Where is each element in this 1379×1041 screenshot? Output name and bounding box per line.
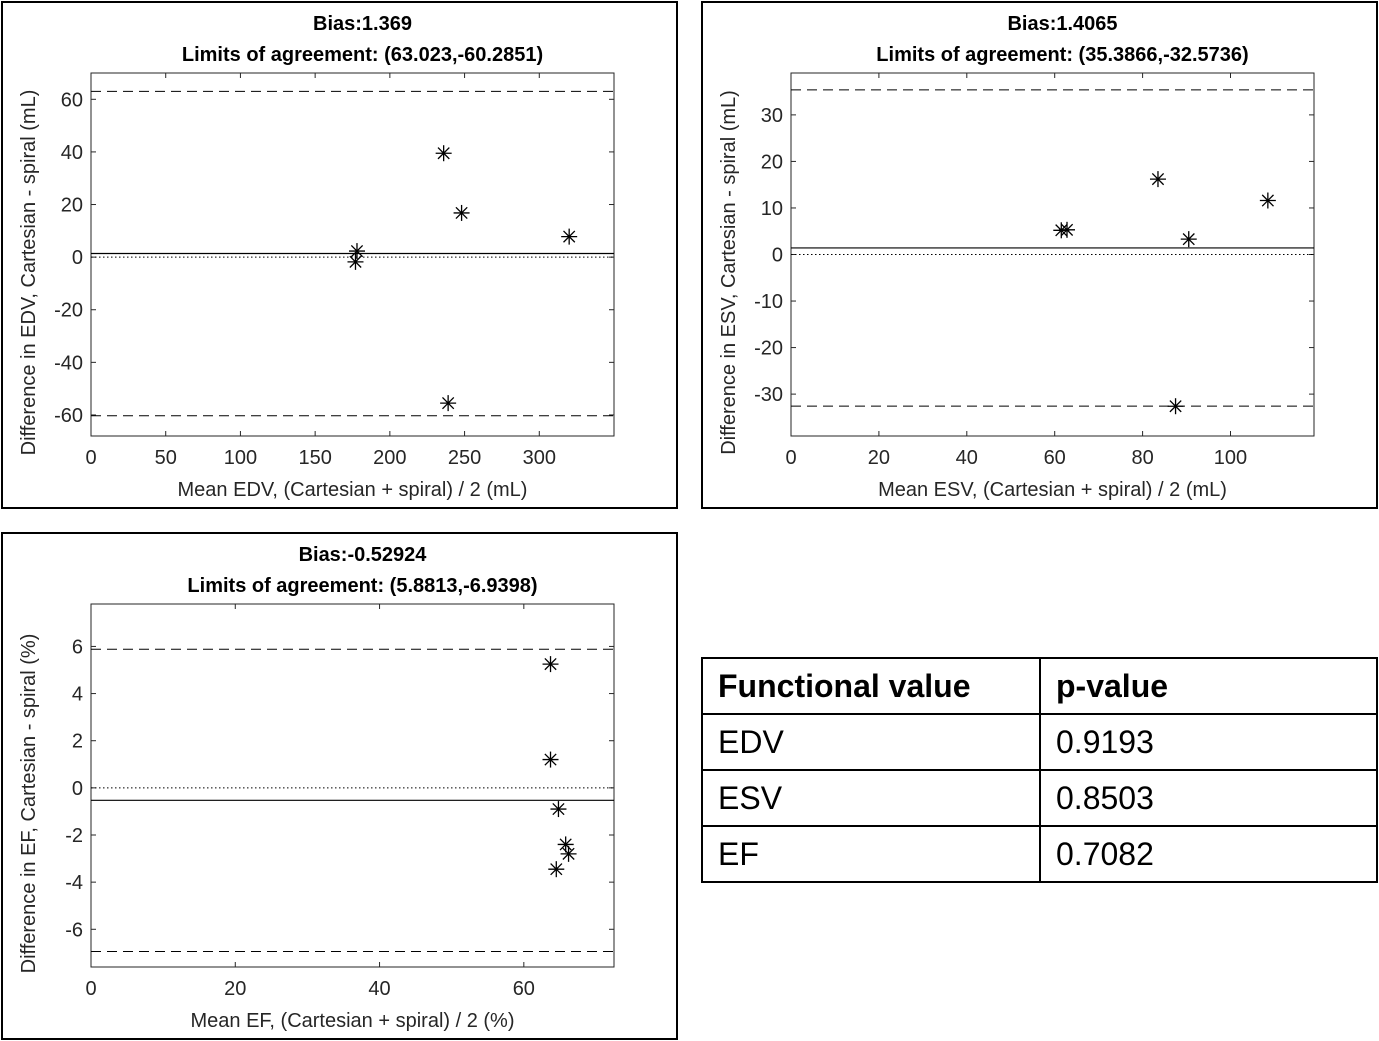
chart-title: Bias:1.4065	[1007, 13, 1117, 35]
chart-subtitle: Limits of agreement: (35.3866,-32.5736)	[876, 44, 1248, 66]
data-point	[453, 204, 470, 221]
table-header-cell: Functional value	[701, 657, 1041, 715]
x-axis-label: Mean ESV, (Cartesian + spiral) / 2 (mL)	[878, 479, 1227, 501]
data-point	[561, 228, 578, 245]
chart-title: Bias:1.369	[313, 13, 412, 35]
y-axis-label: Difference in EDV, Cartesian - spiral (m…	[18, 90, 40, 456]
data-point	[542, 751, 559, 768]
x-tick-label: 250	[448, 447, 481, 469]
data-point	[1180, 231, 1197, 248]
y-tick-label: 20	[761, 151, 783, 173]
y-tick-label: -2	[65, 825, 83, 847]
x-tick-label: 20	[224, 978, 246, 1000]
data-point	[440, 395, 457, 412]
y-tick-label: 2	[72, 731, 83, 753]
y-tick-label: -4	[65, 872, 83, 894]
y-tick-label: -20	[754, 338, 783, 360]
y-tick-label: -40	[54, 352, 83, 374]
y-tick-label: -20	[54, 300, 83, 322]
y-tick-label: 20	[61, 195, 83, 217]
data-point	[435, 145, 452, 162]
table-cell: 0.8503	[1039, 769, 1378, 827]
data-point	[1059, 221, 1076, 238]
data-point	[557, 836, 574, 853]
data-point	[560, 845, 577, 862]
p-value-table: Functional value p-value EDV 0.9193 ESV …	[701, 657, 1378, 883]
y-tick-label: 0	[72, 247, 83, 269]
x-tick-label: 50	[155, 447, 177, 469]
x-axis-label: Mean EF, (Cartesian + spiral) / 2 (%)	[191, 1010, 515, 1032]
y-axis-label: Difference in EF, Cartesian - spiral (%)	[18, 634, 40, 974]
x-tick-label: 200	[373, 447, 406, 469]
x-tick-label: 40	[368, 978, 390, 1000]
esv-bland-altman-plot: Bias:1.4065 Limits of agreement: (35.3866…	[718, 13, 1315, 501]
chart-subtitle: Limits of agreement: (5.8813,-6.9398)	[187, 575, 537, 597]
x-tick-label: 80	[1131, 447, 1153, 469]
y-tick-label: 6	[72, 636, 83, 658]
edv-bland-altman-plot: Bias:1.369 Limits of agreement: (63.023,-…	[18, 13, 615, 501]
data-point	[348, 243, 365, 260]
edv-bland-altman-panel: Bias:1.369 Limits of agreement: (63.023,-…	[1, 1, 678, 509]
y-tick-label: 0	[72, 778, 83, 800]
y-tick-label: 30	[761, 105, 783, 127]
table-header-row: Functional value p-value	[701, 657, 1378, 715]
table-cell: EF	[701, 825, 1041, 883]
table-cell: EDV	[701, 713, 1041, 771]
x-tick-label: 0	[85, 978, 96, 1000]
x-tick-label: 300	[523, 447, 556, 469]
y-tick-label: 10	[761, 198, 783, 220]
table-cell: 0.7082	[1039, 825, 1378, 883]
ef-bland-altman-panel: Bias:-0.52924 Limits of agreement: (5.881…	[1, 532, 678, 1040]
plot-area-frame	[90, 603, 615, 968]
table-row: EF 0.7082	[701, 825, 1378, 883]
table-row: EDV 0.9193	[701, 713, 1378, 771]
data-point	[347, 253, 364, 270]
data-point	[550, 801, 567, 818]
y-axis-label: Difference in ESV, Cartesian - spiral (m…	[718, 90, 740, 455]
y-tick-label: 4	[72, 684, 83, 706]
data-point	[542, 656, 559, 673]
table-header-cell: p-value	[1039, 657, 1378, 715]
table-cell: ESV	[701, 769, 1041, 827]
y-tick-label: 0	[772, 245, 783, 267]
x-tick-label: 100	[224, 447, 257, 469]
data-point	[1167, 398, 1184, 415]
table-cell: 0.9193	[1039, 713, 1378, 771]
table-row: ESV 0.8503	[701, 769, 1378, 827]
y-tick-label: -6	[65, 919, 83, 941]
y-tick-label: -10	[754, 291, 783, 313]
y-tick-label: -30	[754, 384, 783, 406]
x-tick-label: 60	[513, 978, 535, 1000]
chart-title: Bias:-0.52924	[299, 544, 428, 566]
x-tick-label: 0	[785, 447, 796, 469]
y-tick-label: 40	[61, 142, 83, 164]
y-tick-label: -60	[54, 405, 83, 427]
esv-bland-altman-panel: Bias:1.4065 Limits of agreement: (35.3866…	[701, 1, 1378, 509]
x-tick-label: 40	[956, 447, 978, 469]
ef-bland-altman-plot: Bias:-0.52924 Limits of agreement: (5.881…	[18, 544, 615, 1032]
data-point	[548, 861, 565, 878]
x-tick-label: 0	[85, 447, 96, 469]
x-tick-label: 60	[1044, 447, 1066, 469]
data-point	[1149, 171, 1166, 188]
x-tick-label: 100	[1214, 447, 1247, 469]
x-tick-label: 20	[868, 447, 890, 469]
chart-subtitle: Limits of agreement: (63.023,-60.2851)	[182, 44, 543, 66]
x-axis-label: Mean EDV, (Cartesian + spiral) / 2 (mL)	[178, 479, 528, 501]
data-point	[1259, 192, 1276, 209]
x-tick-label: 150	[298, 447, 331, 469]
y-tick-label: 60	[61, 89, 83, 111]
plot-area-frame	[90, 72, 615, 437]
